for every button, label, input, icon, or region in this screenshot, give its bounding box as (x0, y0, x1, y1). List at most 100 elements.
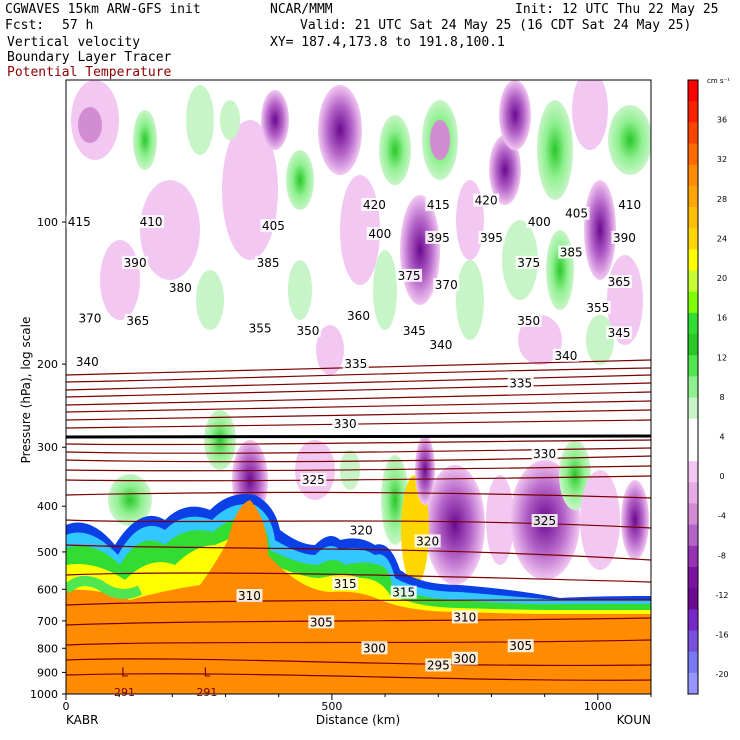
theta-label-bg (515, 313, 542, 327)
y-tick-label: 300 (37, 441, 58, 454)
theta-label-bg (390, 585, 417, 599)
theta-label-bg (531, 446, 558, 460)
theta-label-bg (414, 534, 441, 548)
theta-label: 365 (126, 314, 149, 328)
theta-label: 335 (509, 377, 532, 391)
theta-label-bg (260, 219, 287, 233)
plot-frame (65, 79, 652, 695)
colorbar-frame (687, 79, 699, 695)
theta-label-bg (425, 230, 452, 244)
colorbar-swatch (688, 524, 698, 547)
theta-label: 410 (140, 215, 163, 229)
colorbar-swatch (688, 355, 698, 377)
theta-label: 300 (453, 652, 476, 666)
colorbar-label: -4 (718, 512, 726, 521)
colorbar-label: -8 (718, 551, 726, 560)
theta-label-bg (507, 639, 534, 653)
theta-label: 360 (347, 309, 370, 323)
theta-label: 395 (480, 231, 503, 245)
org-label: NCAR/MMM (270, 2, 333, 17)
theta-label: 405 (565, 207, 588, 221)
colorbar-swatch (688, 185, 698, 208)
theta-label-bg (401, 323, 428, 337)
colorbar-swatch (688, 376, 698, 399)
low-marker: L (121, 665, 128, 679)
tropopause-line (66, 434, 651, 439)
field-boundary-layer-tracer: Boundary Layer Tracer (7, 50, 172, 65)
theta-label-bg (167, 281, 194, 295)
theta-label: 420 (363, 198, 386, 212)
theta-label-bg (473, 193, 500, 207)
colorbar-swatch (688, 143, 698, 166)
theta-labels: 415 410 405 420 415 420 400 395 395 400 405 410 390 3… (66, 193, 643, 699)
theta-label-bg (294, 323, 321, 337)
theta-label: 375 (517, 256, 540, 270)
theta-label: 400 (528, 215, 551, 229)
cross-section-xy: XY= 187.4,173.8 to 191.8,100.1 (270, 35, 505, 50)
low-value: 291 (196, 686, 217, 699)
theta-label: 340 (429, 338, 452, 352)
colorbar-label: 24 (717, 234, 727, 243)
theta-label-bg (300, 472, 327, 486)
y-tick-label: 100 (37, 216, 58, 229)
right-station-label: KOUN (617, 713, 651, 727)
colorbar-swatch (688, 101, 698, 123)
colorbar-swatch (688, 291, 698, 314)
colorbar-label: -20 (715, 670, 728, 679)
theta-label-bg (396, 268, 423, 282)
colorbar-swatch (688, 672, 698, 695)
theta-label: 375 (398, 269, 421, 283)
colorbar-swatch (688, 545, 698, 568)
theta-label: 385 (560, 245, 583, 259)
colorbar-swatch (688, 651, 698, 674)
colorbar-label: 16 (717, 314, 727, 323)
colorbar-unit: cm s⁻¹ (707, 77, 730, 85)
plot-area (66, 80, 651, 694)
theta-label: 310 (453, 610, 476, 624)
theta-label: 415 (68, 215, 91, 229)
model-title: CGWAVES 15km ARW-GFS init (5, 2, 201, 17)
theta-label-bg (451, 651, 478, 665)
theta-label: 410 (618, 198, 641, 212)
colorbar-label: 0 (719, 472, 724, 481)
theta-label-bg (563, 206, 590, 220)
colorbar-swatch (688, 609, 698, 631)
colorbar-label: 8 (719, 393, 724, 402)
field-vertical-velocity: Vertical velocity (7, 35, 141, 50)
colorbar-swatch (688, 439, 698, 462)
y-tick-label: 200 (37, 358, 58, 371)
forecast-label: Fcst: (5, 18, 45, 33)
colorbar-swatch (688, 334, 698, 356)
theta-label-bg (122, 255, 149, 269)
x-axis-label: Distance (km) (316, 713, 400, 727)
theta-label: 420 (475, 193, 498, 207)
y-axis-label: Pressure (hPa), log scale (19, 317, 33, 464)
theta-label-bg (558, 245, 585, 259)
colorbar-label: -12 (715, 591, 728, 600)
colorbar-swatch (688, 228, 698, 250)
colorbar-label: 28 (717, 195, 727, 204)
theta-label: 395 (427, 231, 450, 245)
theta-label: 315 (334, 577, 357, 591)
valid-time: Valid: 21 UTC Sat 24 May 25 (16 CDT Sat … (300, 18, 692, 33)
y-tick-label: 1000 (30, 688, 58, 701)
theta-label: 335 (344, 357, 367, 371)
theta-label: 340 (554, 349, 577, 363)
theta-label-bg (66, 215, 93, 229)
theta-label: 305 (509, 639, 532, 653)
theta-label-bg (433, 278, 460, 292)
theta-label: 320 (350, 523, 373, 537)
colorbar-swatch (688, 630, 698, 653)
colorbar-swatch (688, 397, 698, 420)
theta-label-bg (427, 337, 454, 351)
colorbar-swatch (688, 566, 698, 589)
colorbar-swatch (688, 312, 698, 335)
left-station-label: KABR (66, 713, 98, 727)
theta-label-bg (611, 230, 638, 244)
theta-label-bg (616, 197, 643, 211)
theta-label: 365 (608, 275, 631, 289)
y-tick-label: 500 (37, 546, 58, 559)
low-marker: L (204, 665, 211, 679)
theta-label: 320 (416, 534, 439, 548)
